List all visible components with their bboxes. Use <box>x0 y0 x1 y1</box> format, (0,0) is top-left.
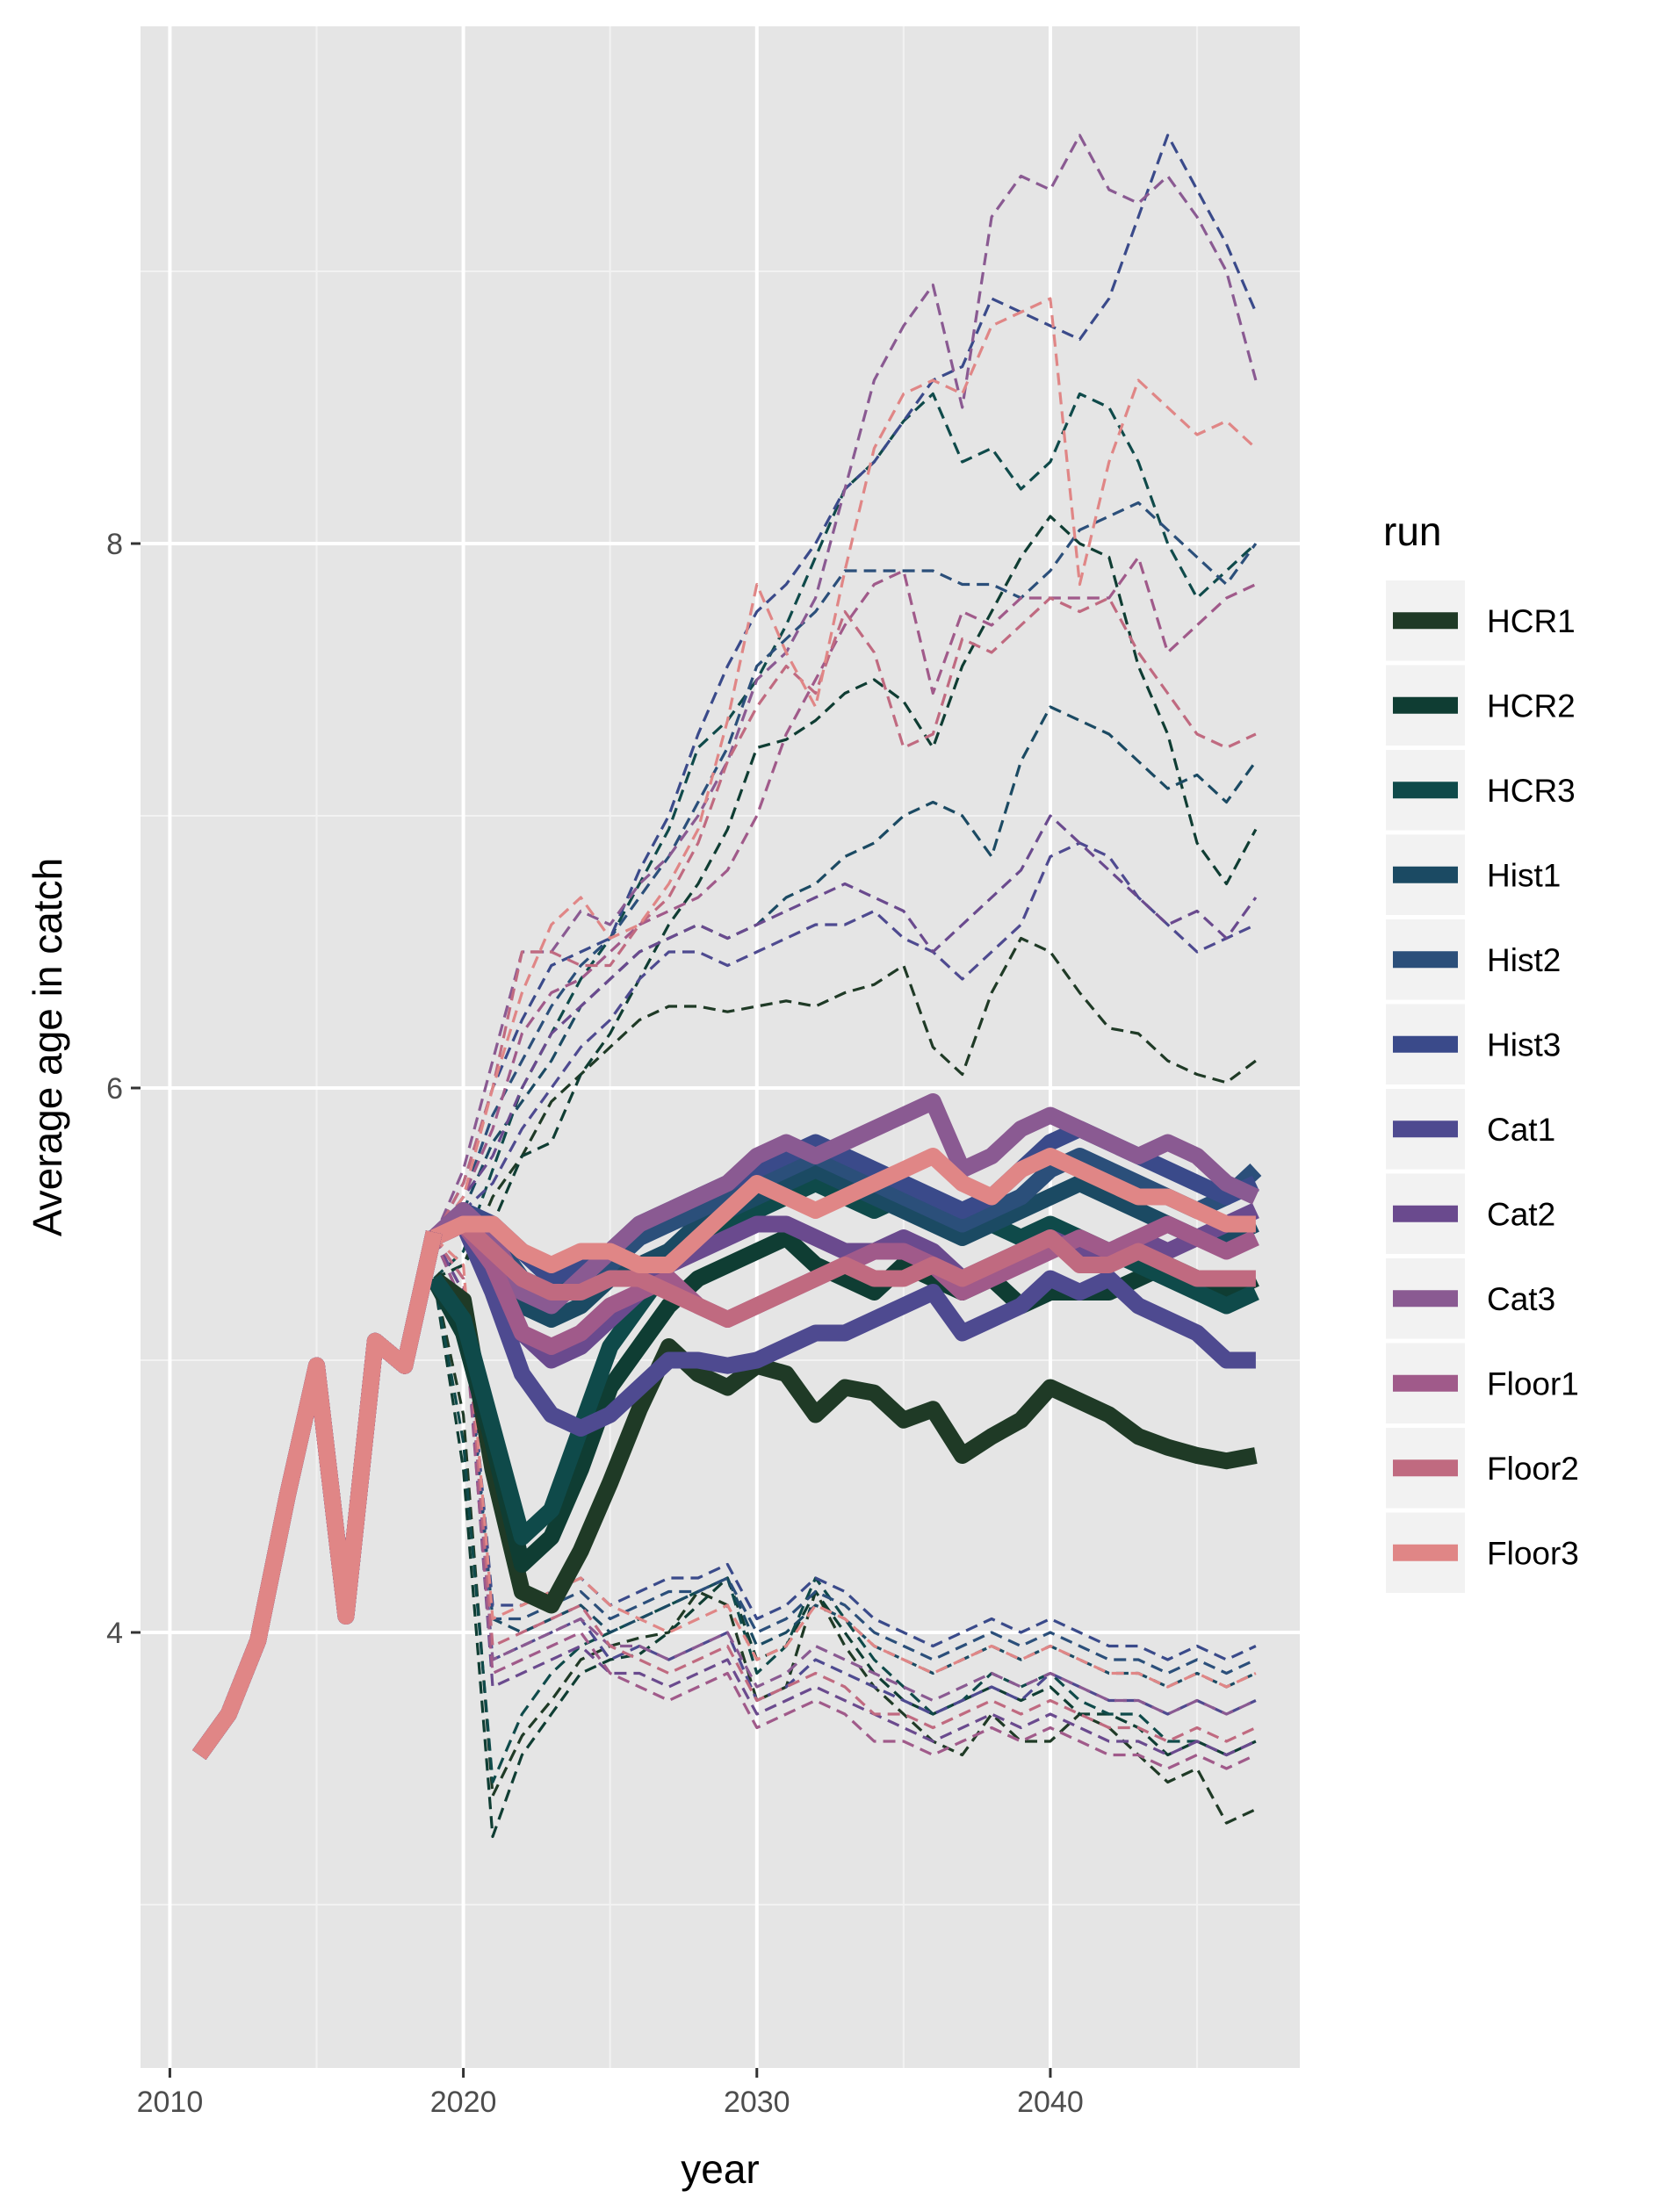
legend-label-hist2: Hist2 <box>1487 942 1561 978</box>
legend-label-hist3: Hist3 <box>1487 1027 1561 1063</box>
legend-label-cat1: Cat1 <box>1487 1112 1555 1148</box>
series-floor2-lower-line <box>432 1236 1257 1743</box>
series-floor3-upper-line <box>432 297 1257 1239</box>
y-tick-label: 8 <box>106 528 123 561</box>
legend: run HCR1 HCR2 HCR3 Hist1 Hist2 Hist3 Cat1 Cat2 C… <box>1383 508 1579 1593</box>
x-axis-title: year <box>681 2146 759 2192</box>
legend-label-floor2: Floor2 <box>1487 1451 1579 1487</box>
axis-ticks <box>131 542 1052 2078</box>
legend-label-hcr3: HCR3 <box>1487 773 1576 809</box>
x-tick-label: 2020 <box>430 2086 497 2119</box>
legend-label-hist1: Hist1 <box>1487 857 1561 893</box>
series-hcr3-lower-line <box>432 1278 1257 1784</box>
series-hcr1-lower-line <box>432 1278 1257 1825</box>
series-hist2-upper-line <box>432 501 1258 1239</box>
series-floor1-lower-line <box>432 1236 1257 1770</box>
legend-label-cat2: Cat2 <box>1487 1196 1555 1232</box>
plot-panel <box>141 26 1300 2068</box>
series-hist1-median-line <box>430 1161 1259 1328</box>
legend-title: run <box>1383 508 1441 554</box>
series-hcr2-lower-line <box>432 1278 1257 1839</box>
series-cat2-upper-line <box>432 814 1258 1239</box>
series-cat3-lower-line <box>432 1236 1257 1716</box>
series-floor1-upper-line <box>432 555 1257 1239</box>
legend-label-hcr2: HCR2 <box>1487 688 1576 724</box>
series-cat1-upper-line <box>433 841 1257 1239</box>
axis-tick-labels: 2010 2020 2030 2040 4 6 8 <box>106 528 1084 2119</box>
series-hist1-upper-line <box>433 705 1258 1239</box>
series-floor2-upper-line <box>432 596 1257 1239</box>
legend-label-cat3: Cat3 <box>1487 1281 1555 1317</box>
series-cat3-upper-line <box>432 133 1258 1239</box>
series-cat2-lower-line <box>432 1236 1257 1757</box>
y-axis-title: Average age in catch <box>25 858 70 1236</box>
major-gridlines <box>141 26 1300 2068</box>
series-hcr1-upper-line <box>433 936 1257 1280</box>
y-tick-label: 4 <box>106 1617 123 1650</box>
series-cat1-median-line <box>430 1215 1256 1437</box>
x-tick-label: 2010 <box>137 2086 204 2119</box>
series-floor3-median-line <box>430 1148 1256 1273</box>
historical-line-floor3 <box>192 1230 443 1761</box>
legend-label-floor3: Floor3 <box>1487 1535 1579 1571</box>
series-floor2-median-line <box>430 1215 1256 1328</box>
series-hcr2-upper-line <box>433 515 1258 1280</box>
x-tick-label: 2030 <box>724 2086 790 2119</box>
legend-label-hcr1: HCR1 <box>1487 603 1576 639</box>
series-floor3-lower-line <box>433 1236 1257 1689</box>
x-tick-label: 2040 <box>1017 2086 1084 2119</box>
series-hist2-lower-line <box>432 1236 1257 1675</box>
y-tick-label: 6 <box>106 1072 123 1106</box>
legend-label-floor1: Floor1 <box>1487 1365 1579 1401</box>
series-layer <box>192 133 1262 1839</box>
series-hcr1-median-line <box>429 1272 1258 1614</box>
